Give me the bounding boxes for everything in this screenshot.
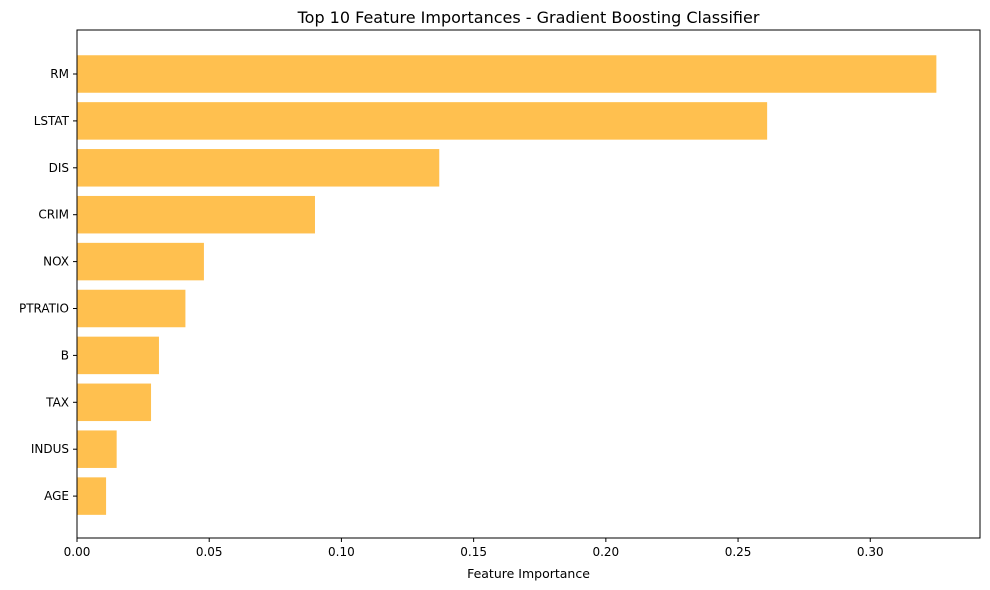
chart-title: Top 10 Feature Importances - Gradient Bo… (297, 8, 760, 27)
x-tick-label: 0.25 (725, 545, 752, 559)
x-axis-ticks: 0.00 0.05 0.10 0.15 0.20 0.25 0.30 (64, 538, 884, 559)
bar-tax (77, 383, 152, 422)
bar-age (77, 477, 107, 515)
bar-lstat (77, 102, 768, 140)
y-tick-label: NOX (43, 255, 69, 269)
bar-nox (77, 242, 204, 281)
bars-group (77, 55, 937, 515)
bar-dis (77, 149, 440, 187)
y-tick-label: PTRATIO (19, 302, 69, 316)
x-tick-label: 0.20 (592, 545, 619, 559)
x-tick-label: 0.15 (460, 545, 487, 559)
y-tick-label: DIS (49, 161, 69, 175)
y-tick-label: AGE (44, 489, 69, 503)
x-axis-label: Feature Importance (467, 566, 590, 581)
bar-indus (77, 430, 117, 468)
x-tick-label: 0.10 (328, 545, 355, 559)
y-tick-label: INDUS (31, 442, 69, 456)
y-tick-label: RM (50, 67, 69, 81)
bar-rm (77, 55, 937, 93)
y-tick-label: B (61, 348, 69, 362)
y-tick-label: TAX (45, 395, 69, 409)
x-tick-label: 0.30 (857, 545, 884, 559)
y-tick-label: CRIM (38, 208, 69, 222)
y-axis-ticks: RM LSTAT DIS CRIM NOX PTRATIO B TAX INDUS AGE (19, 67, 77, 503)
x-tick-label: 0.00 (64, 545, 91, 559)
y-tick-label: LSTAT (34, 114, 70, 128)
bar-crim (77, 195, 315, 234)
bar-b (77, 336, 159, 375)
bar-ptratio (77, 289, 186, 328)
x-tick-label: 0.05 (196, 545, 223, 559)
plot-frame (76, 29, 981, 539)
